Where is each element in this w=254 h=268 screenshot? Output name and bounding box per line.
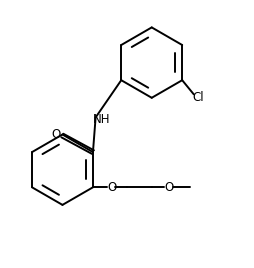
Text: O: O [51,128,60,141]
Text: NH: NH [93,113,110,126]
Text: Cl: Cl [192,91,203,104]
Text: O: O [106,181,116,194]
Text: O: O [164,181,173,194]
